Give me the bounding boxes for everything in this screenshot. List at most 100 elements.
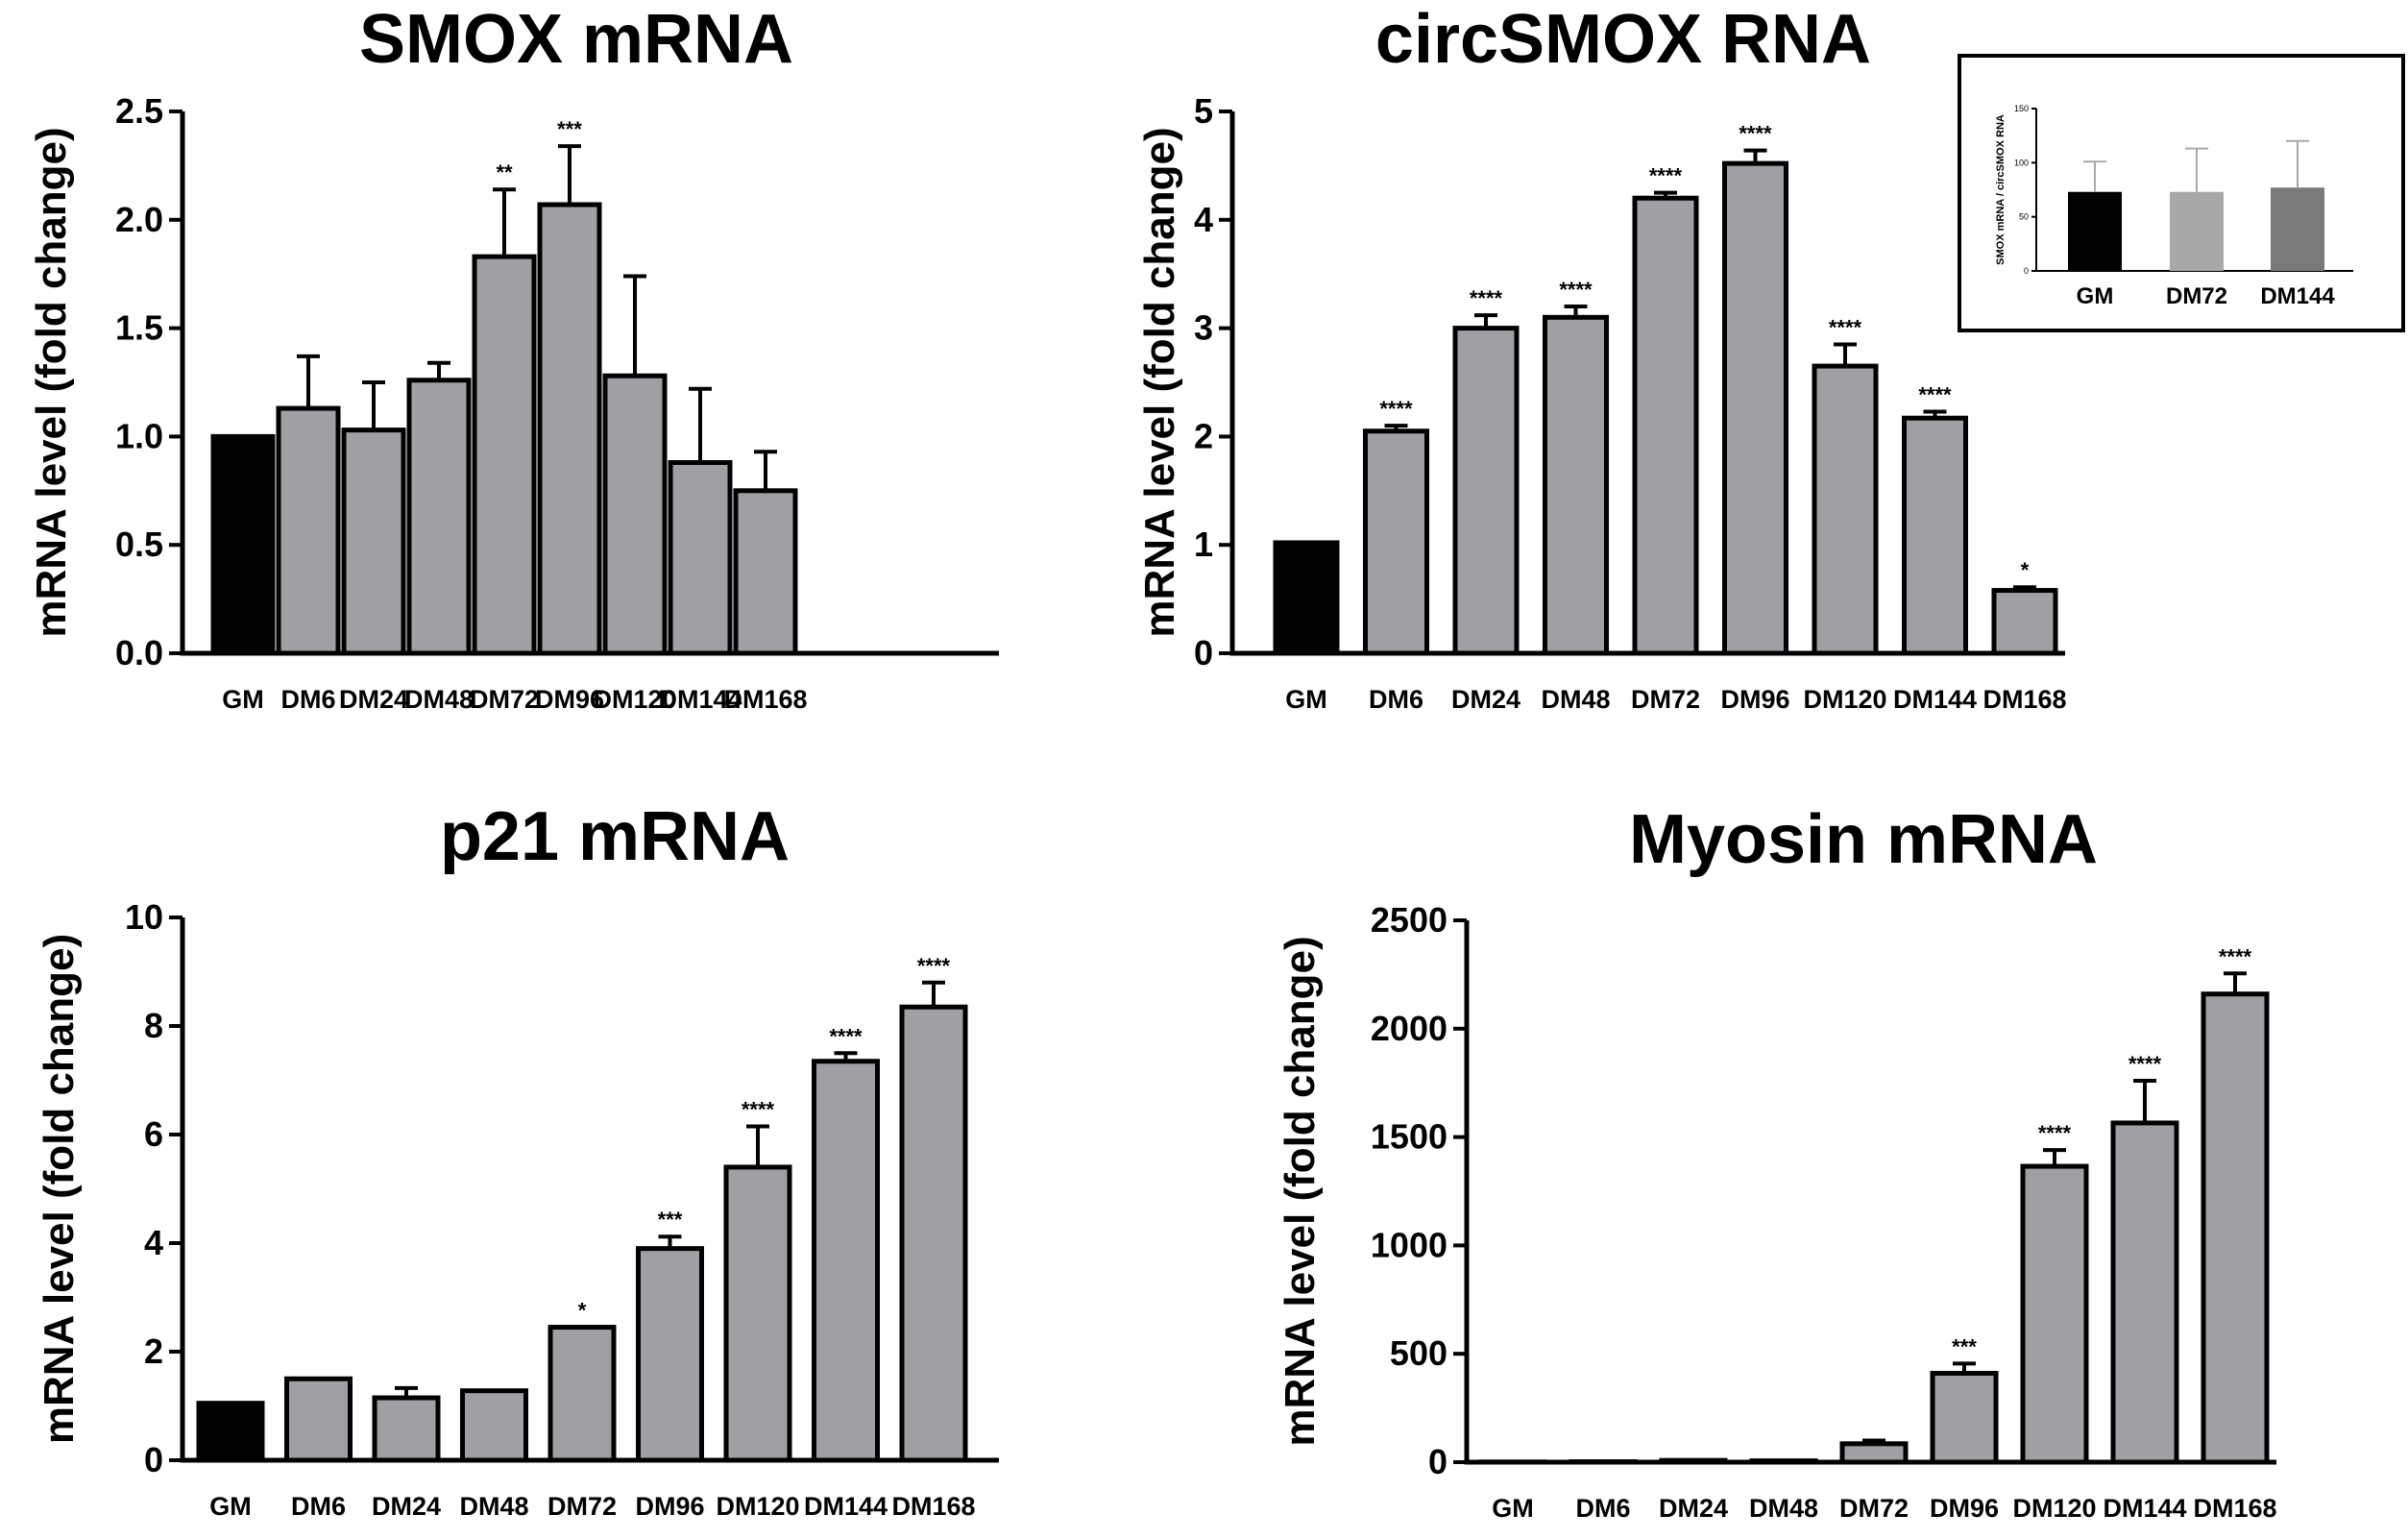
bar-dm144 (668, 459, 733, 656)
significance-label: **** (2128, 1052, 2162, 1076)
y-tick-label: 3 (1194, 308, 1213, 348)
y-tick-label: 10 (125, 897, 163, 937)
x-tick-label: DM96 (1720, 685, 1789, 714)
bar-dm120 (2020, 1163, 2089, 1465)
significance-label: ** (496, 160, 513, 184)
significance-label: **** (1739, 122, 1772, 146)
error-bar-dm24 (362, 380, 385, 430)
bar-dm48 (406, 378, 472, 656)
x-tick-label: DM168 (2193, 1494, 2276, 1523)
bar-dm72 (547, 1325, 617, 1463)
x-tick-label: DM48 (404, 685, 474, 714)
x-tick-label: GM (1285, 685, 1327, 714)
bar-dm120 (602, 373, 668, 656)
y-tick-label: 1000 (1371, 1225, 1447, 1264)
error-bar-dm24 (1474, 313, 1497, 329)
x-tick-label: DM72 (1839, 1494, 1909, 1523)
y-tick-label: 2500 (1371, 900, 1447, 940)
error-bar-dm6 (297, 354, 320, 409)
y-axis-label: mRNA level (fold change) (36, 934, 83, 1444)
error-bar-dm144 (834, 1051, 858, 1062)
y-tick-label: 2 (144, 1331, 163, 1371)
error-bar-dm120 (623, 274, 646, 377)
inset-y-axis-label: SMOX mRNA / circSMOX RNA (1995, 114, 2007, 265)
significance-label: **** (829, 1024, 863, 1048)
y-axis-label: mRNA level (fold change) (1277, 936, 1324, 1446)
y-tick-label: 6 (144, 1114, 163, 1154)
error-bar-dm72 (493, 187, 516, 257)
error-bar-dm96 (1743, 148, 1767, 164)
x-tick-label: DM72 (470, 685, 539, 714)
x-tick-label: DM72 (1631, 685, 1700, 714)
bar-dm96 (537, 202, 602, 656)
x-tick-label: DM96 (1930, 1494, 1999, 1523)
x-tick-label: DM48 (1749, 1494, 1818, 1523)
significance-label: **** (2219, 944, 2252, 968)
inset-x-tick-label: GM (2077, 283, 2114, 309)
y-tick-label: 0.5 (115, 525, 163, 564)
chart-title: circSMOX RNA (1375, 1, 1871, 78)
x-tick-label: DM6 (1575, 1494, 1630, 1523)
chart-circsmox-rna: circSMOX RNA mRNA level (fold change) 0 1 2 3… (1136, 1, 2067, 714)
bar-dm168 (733, 488, 798, 656)
x-tick-label: DM144 (2103, 1494, 2186, 1523)
y-tick-label: 2000 (1371, 1009, 1447, 1048)
significance-label: **** (1559, 278, 1593, 302)
inset-bar-gm (2068, 191, 2122, 271)
bar-dm96 (1722, 160, 1788, 656)
bar-dm168 (2201, 991, 2270, 1465)
error-bar-dm144 (2133, 1078, 2156, 1123)
error-bar-dm120 (746, 1124, 769, 1167)
chart-myosin-mrna: Myosin mRNA mRNA level (fold change) 0 500 1… (1277, 801, 2277, 1523)
y-tick-label: 1 (1194, 525, 1213, 564)
x-tick-label: DM6 (291, 1492, 346, 1521)
chart-title: Myosin mRNA (1629, 801, 2098, 878)
significance-label: **** (1649, 164, 1683, 188)
y-tick-label: 2.5 (115, 91, 163, 131)
error-bar-dm96 (558, 144, 581, 206)
chart-title: SMOX mRNA (359, 1, 793, 78)
bar-dm168 (899, 1004, 968, 1463)
inset-error-bar-gm (2083, 160, 2106, 192)
significance-label: **** (1379, 397, 1413, 421)
chart-p21-mrna: p21 mRNA mRNA level (fold change) 0 2 4 6 8 10 G… (36, 798, 999, 1521)
error-bar-dm96 (1953, 1361, 1976, 1374)
bar-dm168 (1991, 588, 2058, 656)
inset-y-tick-label: 50 (2019, 212, 2029, 222)
bar-dm24 (372, 1395, 441, 1463)
inset-error-bar-dm144 (2286, 139, 2309, 188)
bar-gm (210, 433, 276, 656)
error-bar-dm72 (1862, 1438, 1885, 1444)
x-tick-label: DM168 (1982, 685, 2066, 714)
bar-gm (1273, 540, 1340, 656)
x-tick-label: DM72 (547, 1492, 617, 1521)
chart-title: p21 mRNA (440, 798, 790, 875)
error-bar-dm144 (689, 386, 712, 463)
significance-label: *** (658, 1208, 683, 1232)
x-tick-label: DM24 (372, 1492, 441, 1521)
error-bar-dm144 (1923, 409, 1947, 419)
significance-label: **** (1918, 382, 1952, 406)
y-tick-label: 5 (1194, 91, 1213, 131)
error-bar-dm168 (754, 450, 777, 491)
bar-gm (196, 1401, 265, 1463)
x-tick-label: DM24 (1451, 685, 1520, 714)
bar-dm48 (1749, 1458, 1818, 1465)
error-bar-dm24 (395, 1385, 418, 1399)
x-tick-label: GM (1492, 1494, 1534, 1523)
x-tick-label: DM120 (593, 685, 676, 714)
chart-smox-mrna: SMOX mRNA mRNA level (fold change) 0.0 0.5 1… (28, 1, 999, 714)
y-tick-label: 1.0 (115, 416, 163, 455)
error-bar-dm168 (922, 980, 945, 1008)
y-tick-label: 0 (1428, 1442, 1447, 1481)
bar-dm120 (1812, 363, 1879, 656)
bar-dm48 (1543, 314, 1609, 656)
x-tick-label: GM (209, 1492, 252, 1521)
significance-label: **** (2038, 1121, 2072, 1145)
bar-dm72 (472, 254, 537, 656)
inset-bar-dm72 (2170, 191, 2224, 271)
bar-dm96 (1930, 1371, 1999, 1465)
significance-label: *** (557, 117, 582, 141)
y-tick-label: 2.0 (115, 200, 163, 239)
